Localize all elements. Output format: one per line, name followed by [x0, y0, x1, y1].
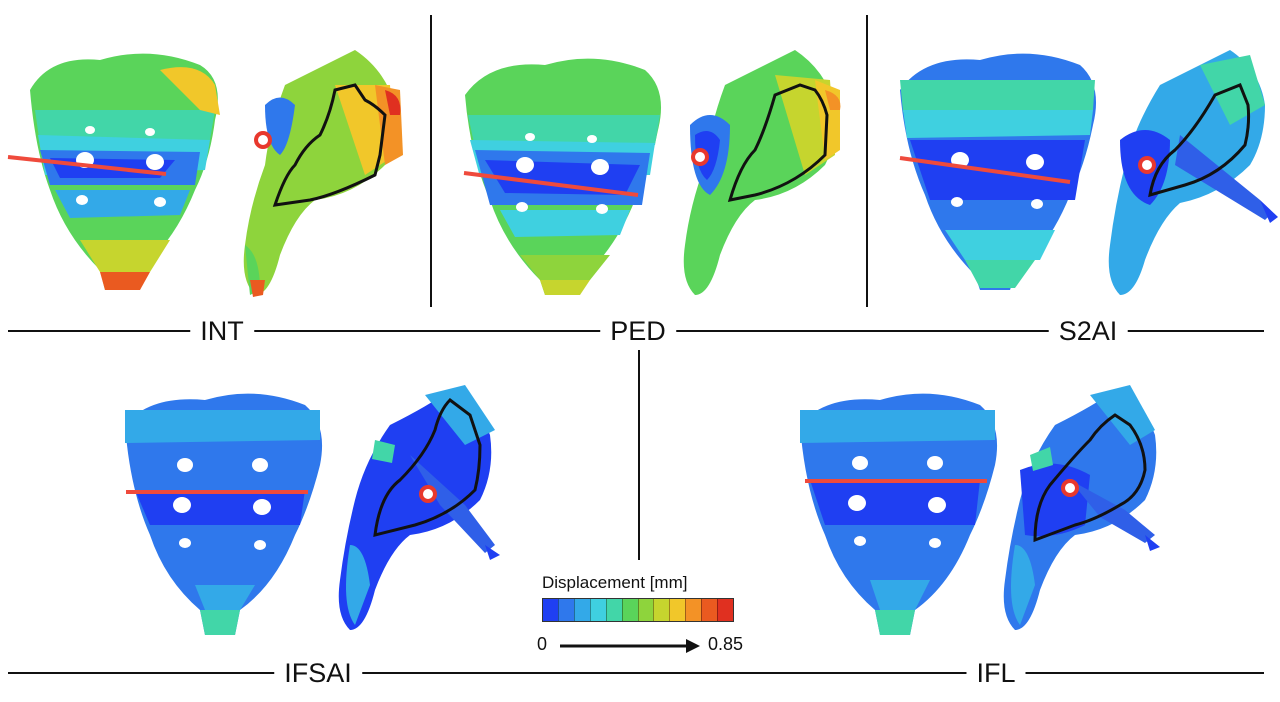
legend-swatch-6	[637, 599, 654, 621]
marker-ifsai	[419, 485, 437, 503]
marker-int	[254, 131, 272, 149]
panel-ped-posterior-view	[463, 58, 662, 295]
marker-s2ai	[1138, 156, 1156, 174]
divider-bottom-center	[638, 350, 640, 560]
label-s2ai: S2AI	[1048, 316, 1128, 346]
legend-swatch-0	[543, 599, 558, 621]
legend-swatch-10	[701, 599, 718, 621]
legend-swatch-11	[717, 599, 734, 621]
panel-ifsai-posterior-view	[125, 393, 323, 635]
legend-swatch-9	[685, 599, 702, 621]
panel-s2ai-posterior-view	[899, 53, 1097, 290]
legend-swatch-1	[557, 599, 574, 621]
legend-title: Displacement [mm]	[542, 573, 688, 592]
panel-int-posterior-view	[7, 53, 220, 290]
contact-outline-ifl	[1033, 413, 1147, 543]
cut-line-s2ai	[899, 156, 1071, 184]
divider-top-left	[430, 15, 432, 307]
contact-outline-ifsai	[373, 398, 482, 537]
legend-swatch-8	[669, 599, 686, 621]
label-ifsai: IFSAI	[274, 658, 362, 688]
legend-swatch-4	[605, 599, 622, 621]
marker-ifl	[1061, 479, 1079, 497]
row-separator-bottom	[8, 672, 1264, 674]
divider-top-right	[866, 15, 868, 307]
legend-swatch-7	[653, 599, 670, 621]
panel-ped-lateral-view	[683, 50, 841, 295]
cut-line-int	[7, 155, 167, 176]
panel-ifl-lateral-view	[1003, 385, 1160, 630]
label-int: INT	[190, 316, 254, 346]
panel-int-lateral-view	[243, 50, 403, 297]
panel-s2ai-lateral-view	[1108, 50, 1278, 295]
legend-min-label: 0	[537, 634, 548, 654]
panel-ifl-posterior-view	[800, 393, 998, 635]
label-ifl: IFL	[966, 658, 1026, 688]
legend-swatch-3	[589, 599, 606, 621]
contact-outline-ped	[727, 83, 829, 202]
legend-max-label: 0.85	[708, 634, 744, 654]
label-ped: PED	[600, 316, 676, 346]
marker-ped	[691, 148, 709, 166]
contact-outline-s2ai	[1148, 83, 1251, 198]
legend-arrow-icon	[560, 639, 700, 653]
legend-swatch-2	[573, 599, 590, 621]
legend-swatch-5	[621, 599, 638, 621]
contact-outline-int	[272, 83, 387, 207]
panel-ifsai-lateral-view	[338, 385, 500, 630]
cut-line-ped	[463, 171, 639, 197]
legend-color-bar	[542, 598, 734, 622]
